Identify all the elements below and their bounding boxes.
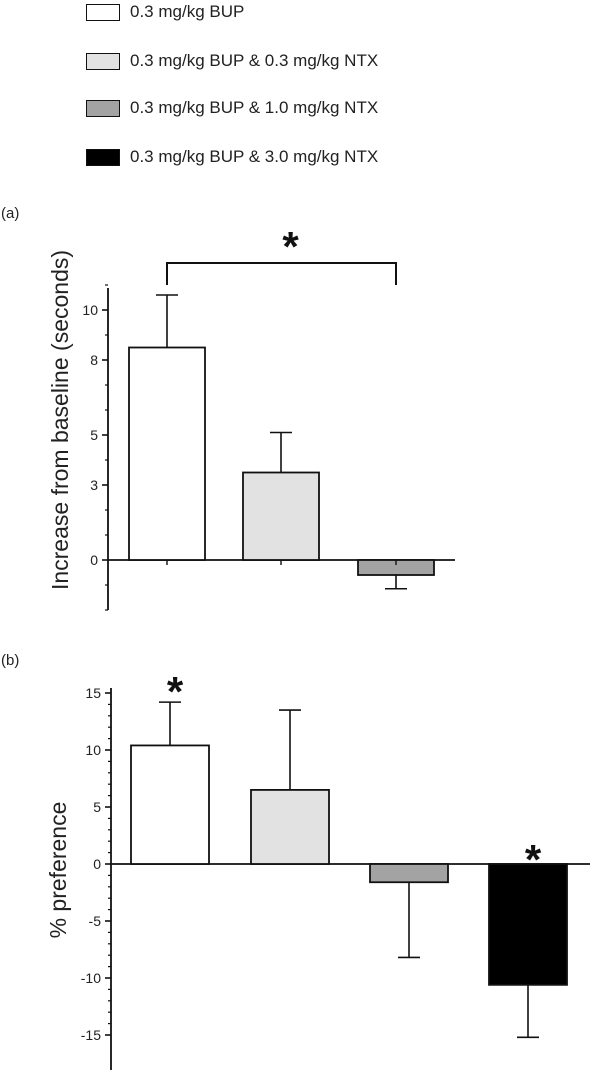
legend-swatch	[86, 148, 120, 166]
bar	[128, 346, 206, 561]
y-tick-label: 8	[90, 352, 98, 368]
panel-label-b: (b)	[1, 652, 20, 669]
legend-label: 0.3 mg/kg BUP & 3.0 mg/kg NTX	[130, 147, 379, 166]
chart-a: 10 8 5 3 0 Increase from baseline (seconds) *	[47, 223, 455, 611]
legend-label: 0.3 mg/kg BUP	[130, 2, 245, 21]
y-tick-label: 5	[90, 427, 98, 443]
bar	[488, 863, 568, 986]
y-tick-label: 0	[90, 552, 98, 568]
y-tick-label: 5	[93, 799, 101, 815]
legend-label: 0.3 mg/kg BUP & 1.0 mg/kg NTX	[130, 98, 379, 117]
y-axis-title: % preference	[45, 802, 71, 939]
y-tick-label: -5	[89, 913, 102, 929]
bar	[250, 788, 330, 865]
y-tick-label: 10	[82, 302, 98, 318]
legend-swatch	[86, 52, 120, 70]
significance-star: *	[167, 668, 184, 715]
significance-bracket	[166, 262, 397, 285]
legend-item: 0.3 mg/kg BUP & 1.0 mg/kg NTX	[86, 96, 378, 120]
significance-star: *	[525, 836, 542, 883]
y-tick-label: 0	[93, 856, 101, 872]
significance-star: *	[282, 223, 299, 270]
panel-label-a: (a)	[1, 205, 20, 222]
bar	[369, 863, 449, 884]
y-tick-label: -10	[81, 970, 101, 986]
y-tick-label: 10	[85, 742, 101, 758]
legend-item: 0.3 mg/kg BUP & 3.0 mg/kg NTX	[86, 145, 378, 169]
legend-swatch	[86, 3, 120, 21]
bar	[130, 744, 210, 865]
legend-item: 0.3 mg/kg BUP	[86, 0, 244, 24]
legend-label: 0.3 mg/kg BUP & 0.3 mg/kg NTX	[130, 51, 379, 70]
legend-swatch	[86, 99, 120, 117]
y-axis-title: Increase from baseline (seconds)	[47, 250, 73, 590]
legend-item: 0.3 mg/kg BUP & 0.3 mg/kg NTX	[86, 49, 378, 73]
chart-b: 15 10 5 0 -5 -10 -15 % preference * *	[45, 668, 590, 1070]
y-tick-label: -15	[81, 1027, 101, 1043]
y-tick-label: 3	[90, 477, 98, 493]
y-tick-label: 15	[85, 685, 101, 701]
bar	[242, 471, 320, 561]
